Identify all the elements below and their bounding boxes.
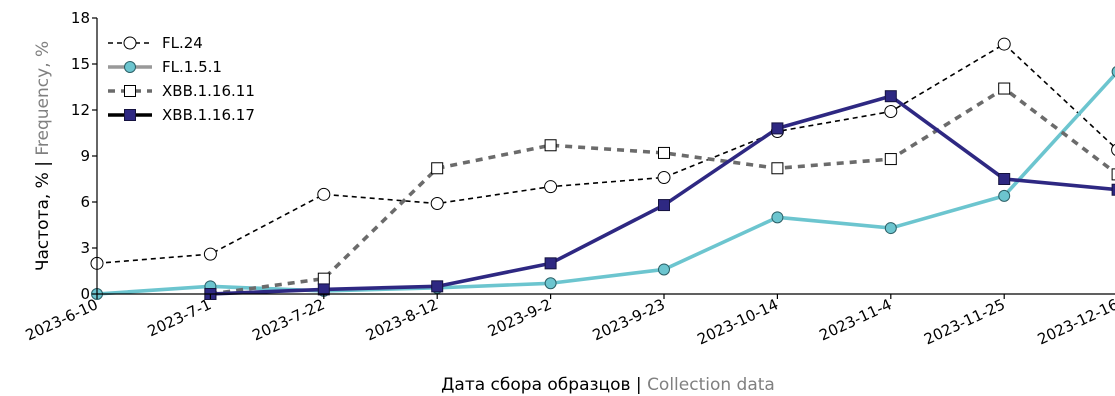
x-tick-label: 2023-9-2: [485, 295, 554, 340]
series-line-2: [210, 86, 1115, 296]
series-line-0: [96, 43, 1115, 265]
y-ticks: 0 3 6 9 12 15 18: [71, 9, 97, 303]
data-point: [203, 247, 217, 261]
x-tick-label: 2023-6-10: [23, 295, 101, 344]
legend-label: FL.1.5.1: [162, 58, 222, 76]
data-point: [544, 139, 557, 152]
x-tick-label: 2023-11-25: [921, 295, 1008, 348]
y-tick-label: 18: [71, 9, 90, 27]
series-line-1: [96, 71, 1115, 296]
x-tick-label: 2023-7-22: [250, 295, 328, 344]
data-point: [1111, 168, 1115, 181]
x-tick-label: 2023-10-14: [694, 295, 781, 348]
data-point: [658, 199, 670, 212]
data-point: [1111, 183, 1115, 196]
x-tick-label: 2023-8-12: [363, 295, 441, 344]
data-point: [544, 180, 558, 194]
y-tick-label: 3: [80, 239, 90, 257]
data-point: [544, 277, 557, 290]
y-axis-title-en: Frequency, %: [33, 41, 53, 156]
data-point: [771, 162, 784, 175]
y-tick-label: 12: [71, 101, 90, 119]
x-axis-title-ru: Дата сбора образцов: [441, 375, 630, 395]
data-point: [884, 153, 897, 166]
legend: FL.24 FL.1.5.1 XBB.1.16.11 XBB.1.16.17: [108, 34, 255, 124]
data-point: [657, 170, 671, 184]
data-point: [1111, 143, 1115, 156]
y-tick-label: 15: [71, 55, 90, 73]
data-point: [998, 82, 1011, 95]
y-axis-title-ru: Частота, %: [33, 172, 53, 271]
data-point: [884, 90, 897, 103]
data-point: [771, 211, 784, 224]
data-point: [544, 257, 557, 270]
data-point: [998, 173, 1011, 185]
legend-marker: [124, 85, 136, 97]
data-point: [771, 122, 784, 135]
data-point: [658, 146, 670, 159]
data-point: [884, 105, 898, 119]
plot-markers: [90, 37, 1115, 300]
x-tick-label: 2023-7-1: [145, 295, 214, 340]
data-point: [430, 197, 444, 211]
data-point: [431, 280, 444, 293]
data-point: [431, 162, 444, 175]
data-point: [884, 222, 897, 235]
legend-label: FL.24: [162, 34, 203, 52]
data-point: [997, 37, 1011, 51]
x-tick-label: 2023-12-16: [1035, 295, 1115, 348]
y-axis-title-sep: |: [33, 156, 53, 173]
x-axis-title: Дата сбора образцов | Collection data: [441, 375, 775, 395]
legend-marker: [123, 36, 137, 50]
data-point: [317, 272, 330, 285]
legend-marker: [124, 109, 136, 121]
x-tick-label: 2023-11-4: [817, 295, 895, 344]
y-tick-label: 6: [80, 193, 90, 211]
data-point: [1111, 66, 1115, 78]
x-axis-title-en: Collection data: [647, 375, 775, 395]
legend-label: XBB.1.16.11: [162, 82, 255, 100]
data-point: [317, 187, 331, 201]
y-axis-title: Частота, % | Frequency, %: [33, 41, 53, 271]
x-tick-label: 2023-9-23: [590, 295, 668, 344]
y-tick-label: 9: [80, 147, 90, 165]
x-axis-title-sep: |: [631, 375, 648, 395]
data-point: [658, 263, 670, 276]
y-tick-label: 0: [80, 285, 90, 303]
data-point: [317, 283, 330, 296]
x-ticks: 2023-6-10 2023-7-1 2023-7-22 2023-8-12 2023-…: [23, 294, 1115, 348]
data-point: [998, 189, 1011, 202]
legend-marker: [124, 61, 136, 73]
legend-label: XBB.1.16.17: [162, 106, 255, 124]
